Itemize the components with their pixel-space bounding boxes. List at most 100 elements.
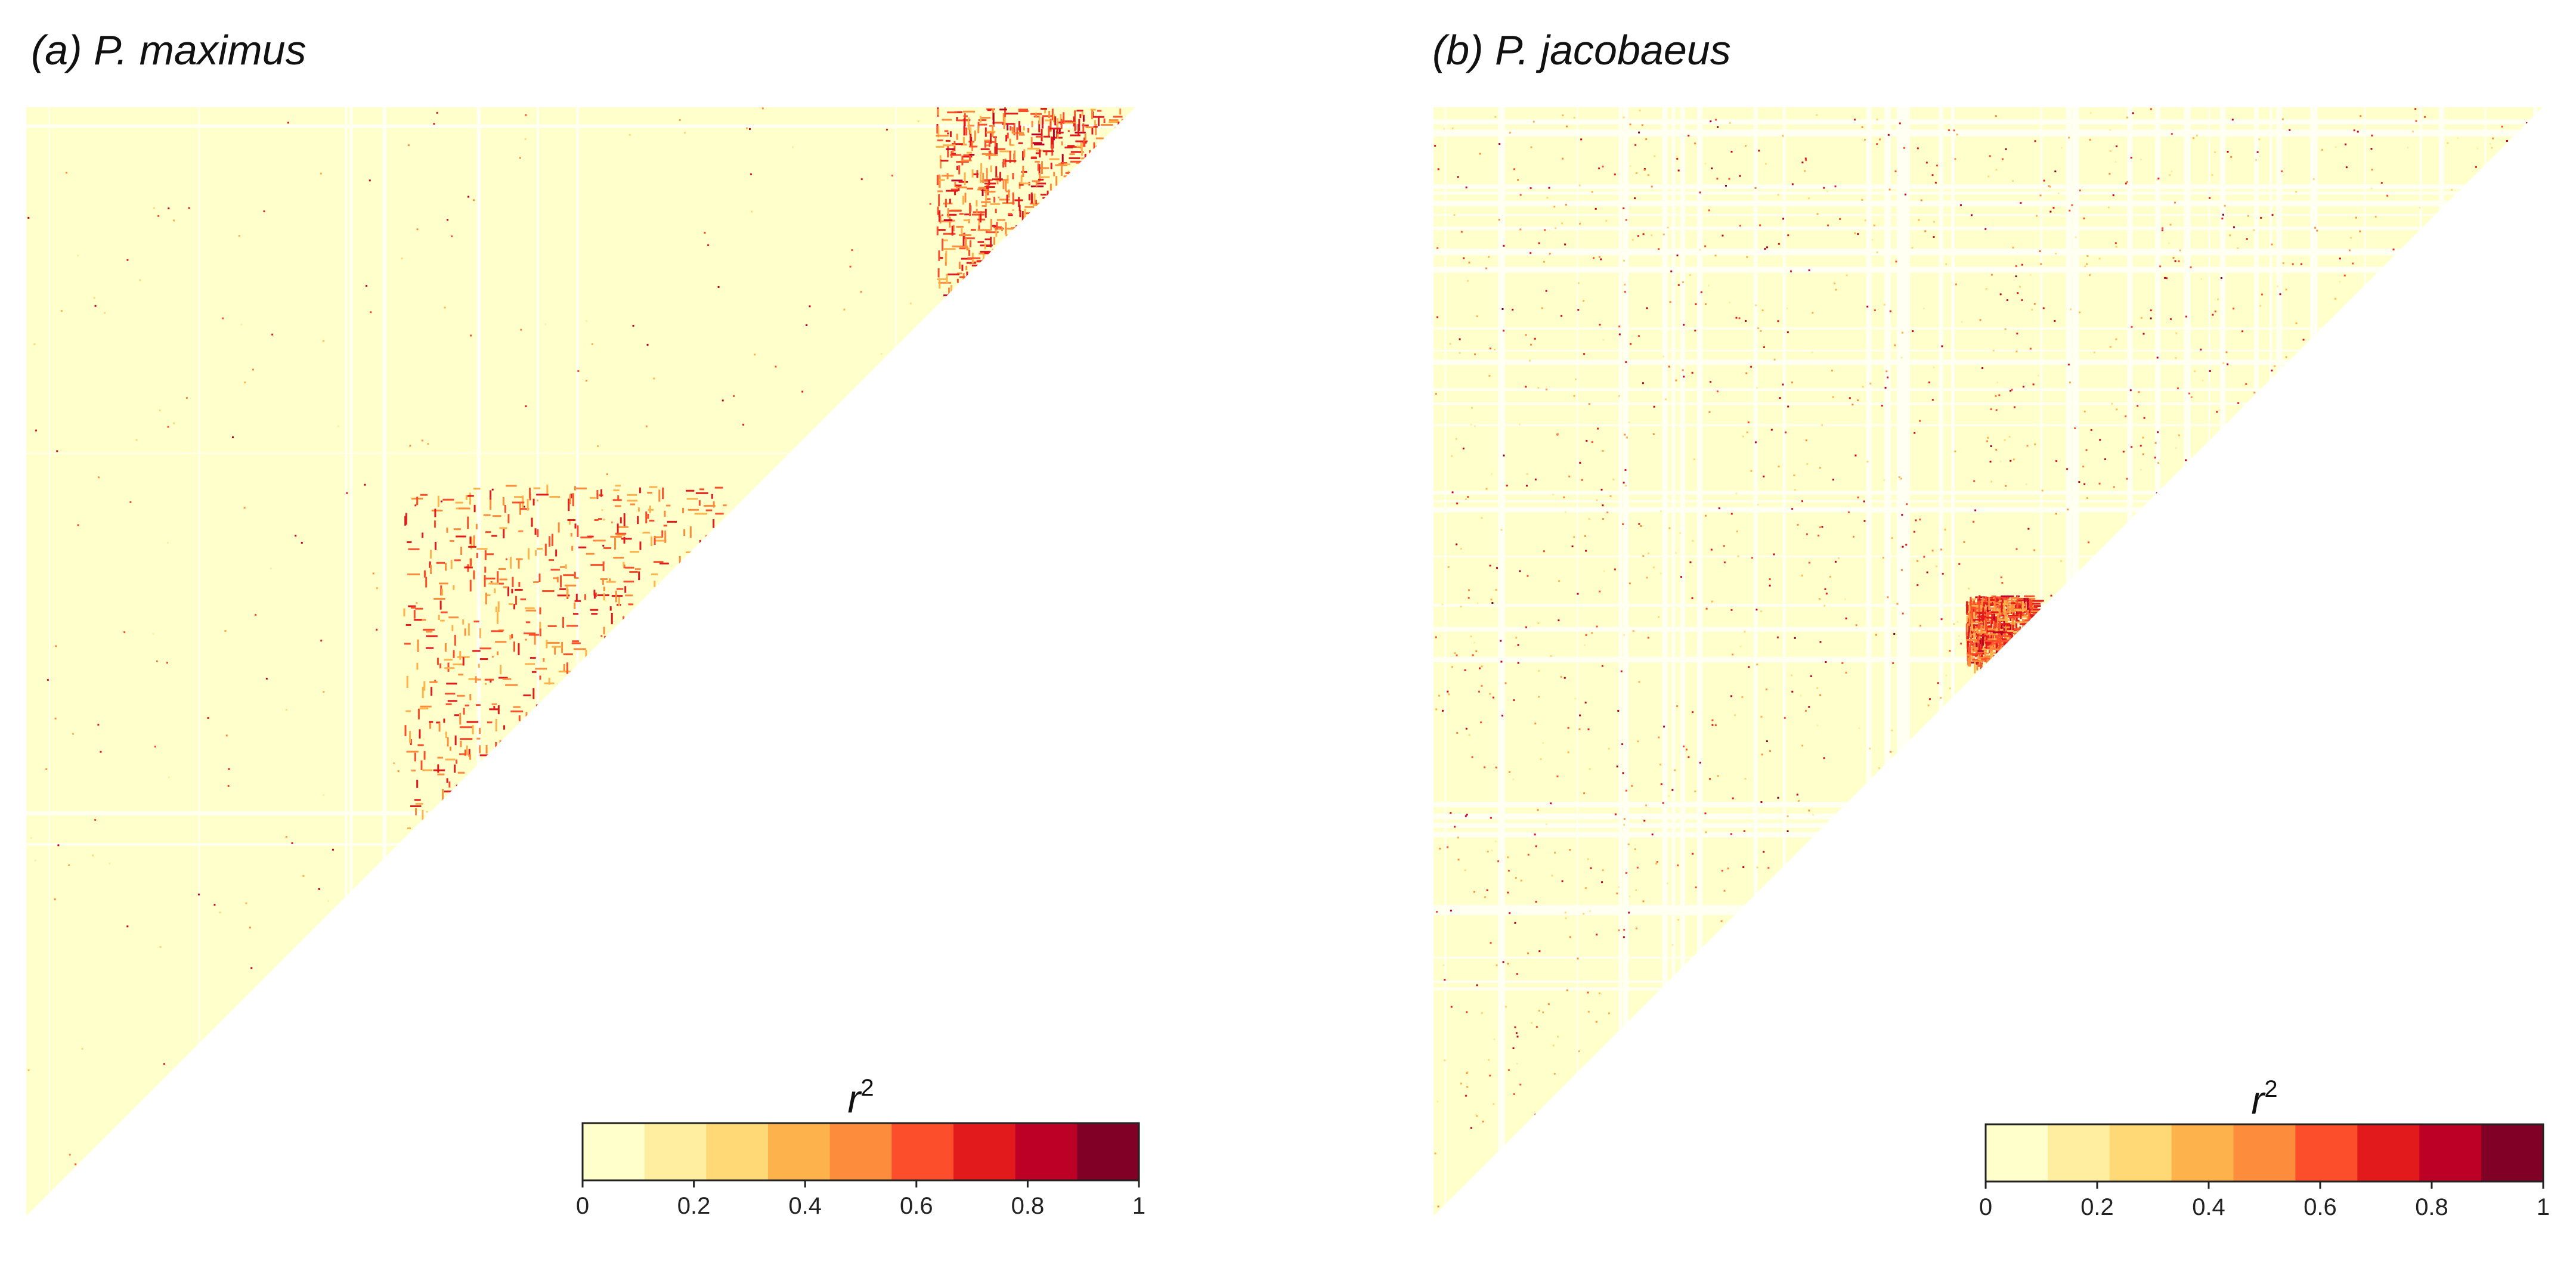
heatmap-dot	[1648, 552, 1650, 554]
hotspot-1-cell	[496, 785, 503, 787]
hotspot-0-cell	[1005, 113, 1018, 115]
hotspot-0-cell	[1981, 634, 1984, 646]
hotspot-0-cell	[1113, 158, 1115, 163]
hotspot-0-cell	[970, 134, 972, 146]
heatmap-dot	[1490, 599, 1493, 601]
hotspot-1-cell	[539, 607, 541, 615]
hotspot-1-cell	[571, 545, 574, 551]
hotspot-0-cell	[950, 154, 958, 156]
heatmap-dot	[1560, 675, 1562, 678]
hotspot-1-cell	[735, 551, 738, 558]
hotspot-0-cell	[1984, 643, 1986, 650]
hotspot-1-cell	[590, 564, 604, 566]
heatmap-dot	[1734, 714, 1736, 717]
hotspot-1-cell	[479, 745, 481, 754]
hotspot-0-cell	[1986, 621, 1989, 630]
hotspot-1-cell	[694, 513, 708, 515]
hotspot-0-cell	[2012, 647, 2015, 658]
heatmap-dot	[1618, 333, 1621, 336]
hotspot-1-cell	[567, 519, 576, 521]
hotspot-0-cell	[1086, 181, 1100, 184]
hotspot-0-cell	[1059, 209, 1061, 219]
hotspot-0-cell	[968, 283, 976, 286]
hotspot-0-cell	[999, 150, 1012, 153]
heatmap-dot	[1919, 624, 1922, 627]
heatmap-dot	[1602, 339, 1605, 341]
heatmap-dot	[1565, 917, 1567, 919]
hotspot-1-cell	[436, 562, 445, 564]
hotspot-0-cell	[2015, 658, 2017, 666]
hotspot-0-cell	[984, 209, 987, 218]
heatmap-dot	[1949, 650, 1951, 652]
hotspot-0-cell	[1085, 228, 1095, 230]
heatmap-dot	[2525, 122, 2528, 125]
hotspot-0-cell	[1131, 296, 1133, 307]
heatmap-dot	[1861, 126, 1863, 128]
heatmap-dot	[126, 259, 129, 261]
hotspot-0-cell	[1023, 126, 1025, 131]
hotspot-0-cell	[1085, 244, 1095, 246]
hotspot-1-cell	[517, 739, 519, 743]
hotspot-0-cell	[947, 145, 949, 158]
hotspot-0-cell	[984, 252, 990, 255]
heatmap-dot	[2209, 370, 2211, 372]
heatmap-dot	[1623, 634, 1626, 636]
hotspot-0-cell	[1048, 251, 1057, 253]
heatmap-dot	[1532, 120, 1535, 123]
heatmap-dot	[1985, 287, 1987, 290]
hotspot-0-cell	[1035, 223, 1046, 225]
hotspot-0-cell	[1042, 278, 1044, 283]
heatmap-dot	[163, 1063, 165, 1065]
heatmap-dot	[1495, 766, 1497, 768]
hotspot-1-cell	[449, 746, 451, 751]
hotspot-1-cell	[684, 669, 689, 672]
hotspot-1-cell	[571, 642, 581, 644]
hotspot-1-cell	[735, 681, 737, 692]
hotspot-1-cell	[422, 810, 424, 823]
heatmap-dot	[1736, 531, 1738, 533]
hotspot-0-cell	[1977, 650, 1984, 652]
hotspot-0-cell	[1054, 254, 1061, 256]
hotspot-0-cell	[1969, 652, 1971, 663]
hotspot-0-cell	[1968, 603, 1971, 612]
hotspot-1-cell	[554, 772, 565, 774]
heatmap-dot	[1889, 310, 1891, 312]
heatmap-dot	[1838, 557, 1840, 559]
heatmap-dot	[1470, 635, 1472, 638]
hotspot-0-cell	[2012, 658, 2026, 661]
hotspot-0-cell	[2007, 661, 2010, 671]
hotspot-1-cell	[565, 564, 567, 569]
gap-line	[2072, 107, 2079, 1216]
heatmap-dot	[1578, 728, 1581, 730]
heatmap-dot	[1894, 344, 1896, 346]
hotspot-0-cell	[1108, 255, 1110, 261]
hotspot-1-cell	[607, 807, 620, 809]
heatmap-dot	[1801, 162, 1804, 164]
hotspot-1-cell	[574, 684, 587, 687]
heatmap-dot	[1826, 190, 1829, 193]
hotspot-0-cell	[1039, 264, 1042, 269]
heatmap-dot	[1955, 283, 1957, 286]
heatmap-dot	[2150, 309, 2152, 312]
hotspot-1-cell	[630, 551, 639, 553]
hotspot-0-cell	[1991, 596, 1993, 603]
hotspot-0-cell	[966, 271, 968, 281]
hotspot-0-cell	[937, 206, 939, 215]
heatmap-dot	[2066, 468, 2069, 470]
heatmap-dot	[1634, 144, 1637, 146]
hotspot-0-cell	[936, 123, 939, 134]
hotspot-0-cell	[1123, 128, 1126, 135]
heatmap-dot	[1563, 677, 1566, 679]
hotspot-0-cell	[2023, 660, 2030, 662]
hotspot-1-cell	[540, 817, 550, 819]
hotspot-1-cell	[536, 494, 549, 496]
heatmap-dot	[1627, 843, 1630, 845]
hotspot-1-cell	[432, 838, 442, 840]
heatmap-dot	[1617, 709, 1620, 712]
heatmap-dot	[2475, 166, 2477, 168]
hotspot-1-cell	[550, 751, 552, 757]
heatmap-dot	[1631, 785, 1633, 787]
heatmap-dot	[1654, 155, 1656, 157]
hotspot-1-cell	[505, 684, 518, 686]
hotspot-1-cell	[699, 539, 701, 547]
